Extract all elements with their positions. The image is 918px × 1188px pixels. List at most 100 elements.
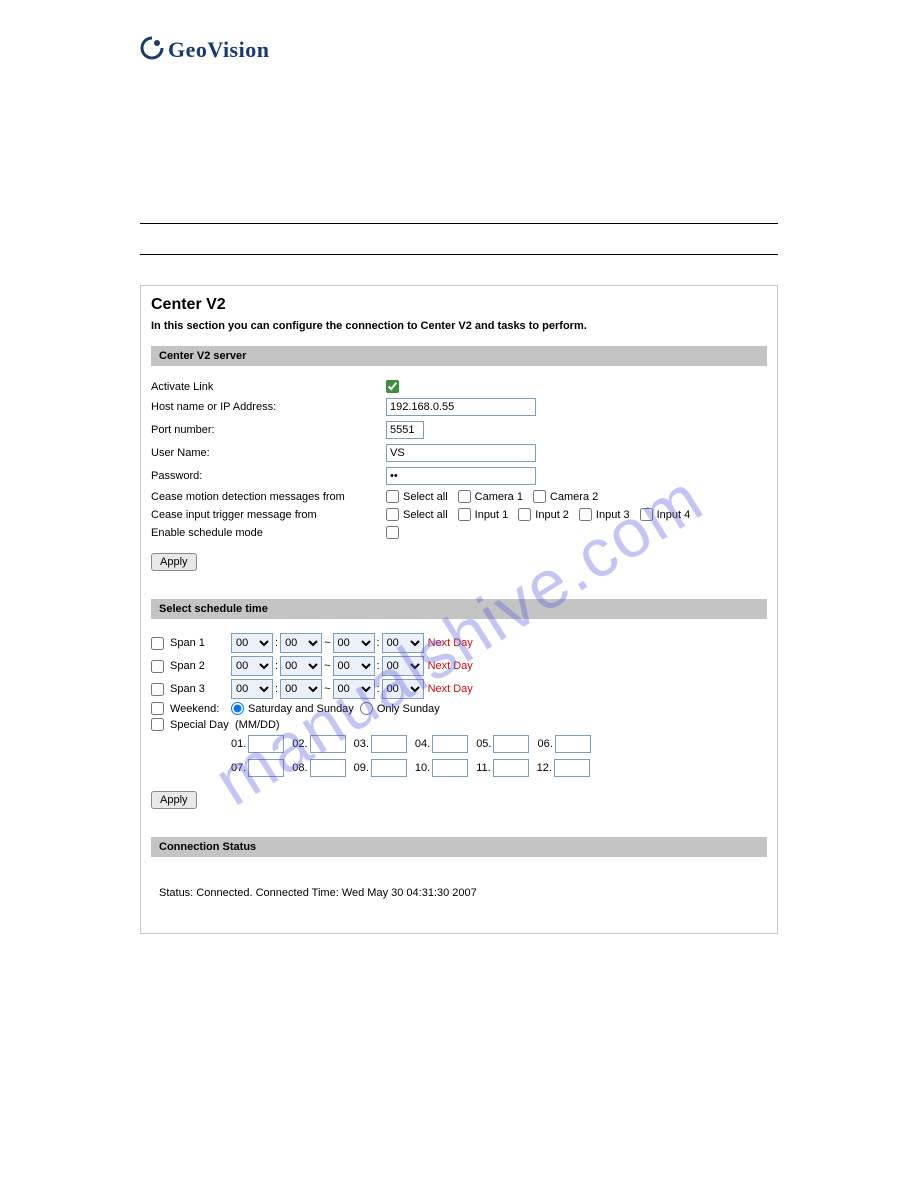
sep-tilde: ~ — [324, 660, 330, 672]
weekend-satsun-radio[interactable] — [231, 702, 244, 715]
span-hour-from-select[interactable]: 00 — [231, 656, 273, 676]
special-day-num: 05. — [476, 738, 491, 750]
span-min-from-select[interactable]: 00 — [280, 633, 322, 653]
port-input[interactable] — [386, 421, 424, 439]
special-day-input[interactable] — [554, 759, 590, 777]
special-day-num: 02. — [292, 738, 307, 750]
special-day-input[interactable] — [493, 759, 529, 777]
span-label: Span 3 — [170, 683, 205, 695]
section-header-status: Connection Status — [151, 837, 767, 857]
weekend-label: Weekend: — [170, 703, 219, 715]
span-min-from-select[interactable]: 00 — [280, 656, 322, 676]
brand-name: GeoVision — [168, 37, 269, 63]
cease-input-opt-label: Input 2 — [535, 509, 569, 521]
username-input[interactable] — [386, 444, 536, 462]
panel-title: Center V2 — [151, 296, 767, 314]
special-day-num: 06. — [537, 738, 552, 750]
special-day-label: Special Day — [170, 719, 229, 731]
cease-input-opt-label: Input 4 — [657, 509, 691, 521]
cease-input-options: Select all Input 1 Input 2 Input 3 Input… — [386, 508, 767, 521]
special-day-cell: 10. — [415, 759, 468, 777]
divider — [140, 254, 778, 255]
cease-motion-cam2-checkbox[interactable] — [533, 490, 546, 503]
span-hour-to-select[interactable]: 00 — [333, 633, 375, 653]
cease-input-opt-label: Input 3 — [596, 509, 630, 521]
special-day-cell: 05. — [476, 735, 529, 753]
weekend-checkbox[interactable] — [151, 702, 164, 715]
next-day-label: Next Day — [428, 637, 473, 649]
special-day-checkbox[interactable] — [151, 718, 164, 731]
schedule-span-row: Span 200:00~00:00Next Day — [151, 656, 767, 676]
apply-server-button[interactable]: Apply — [151, 553, 197, 571]
special-day-cell: 12. — [537, 759, 590, 777]
span-min-to-select[interactable]: 00 — [382, 679, 424, 699]
brand-logo: GeoVision — [140, 36, 778, 63]
special-day-cell: 09. — [354, 759, 407, 777]
span-min-to-select[interactable]: 00 — [382, 656, 424, 676]
cease-motion-cam1-checkbox[interactable] — [458, 490, 471, 503]
sep-colon: : — [377, 683, 380, 695]
special-day-num: 11. — [476, 762, 490, 774]
mmdd-hint: (MM/DD) — [235, 719, 280, 731]
span-hour-from-select[interactable]: 00 — [231, 633, 273, 653]
weekend-opt-label: Only Sunday — [377, 703, 440, 715]
cease-motion-opt-label: Select all — [403, 491, 448, 503]
special-day-input[interactable] — [432, 735, 468, 753]
cease-input-3-checkbox[interactable] — [579, 508, 592, 521]
activate-link-checkbox[interactable] — [386, 380, 399, 393]
cease-input-selectall-checkbox[interactable] — [386, 508, 399, 521]
span-checkbox[interactable] — [151, 637, 164, 650]
host-input[interactable] — [386, 398, 536, 416]
special-day-input[interactable] — [310, 735, 346, 753]
special-day-input[interactable] — [248, 759, 284, 777]
next-day-label: Next Day — [428, 683, 473, 695]
span-hour-to-select[interactable]: 00 — [333, 679, 375, 699]
next-day-label: Next Day — [428, 660, 473, 672]
special-day-input[interactable] — [371, 735, 407, 753]
special-day-cell: 06. — [537, 735, 590, 753]
span-checkbox[interactable] — [151, 660, 164, 673]
span-hour-to-select[interactable]: 00 — [333, 656, 375, 676]
panel-subtitle: In this section you can configure the co… — [151, 320, 767, 332]
cease-motion-opt-label: Camera 2 — [550, 491, 598, 503]
special-day-cell: 08. — [292, 759, 345, 777]
special-day-input[interactable] — [248, 735, 284, 753]
cease-input-opt-label: Input 1 — [475, 509, 509, 521]
special-day-input[interactable] — [432, 759, 468, 777]
cease-input-2-checkbox[interactable] — [518, 508, 531, 521]
sep-tilde: ~ — [324, 637, 330, 649]
cease-input-1-checkbox[interactable] — [458, 508, 471, 521]
span-min-to-select[interactable]: 00 — [382, 633, 424, 653]
sep-colon: : — [275, 683, 278, 695]
section-header-schedule: Select schedule time — [151, 599, 767, 619]
password-label: Password: — [151, 470, 386, 482]
logo-icon — [140, 36, 164, 63]
span-hour-from-select[interactable]: 00 — [231, 679, 273, 699]
special-day-num: 10. — [415, 762, 430, 774]
special-day-cell: 02. — [292, 735, 345, 753]
special-day-num: 07. — [231, 762, 246, 774]
weekend-onlysun-radio[interactable] — [360, 702, 373, 715]
special-day-num: 08. — [292, 762, 307, 774]
weekend-opt-label: Saturday and Sunday — [248, 703, 354, 715]
apply-schedule-button[interactable]: Apply — [151, 791, 197, 809]
special-day-input[interactable] — [310, 759, 346, 777]
span-checkbox[interactable] — [151, 683, 164, 696]
special-day-num: 01. — [231, 738, 246, 750]
special-day-input[interactable] — [371, 759, 407, 777]
special-day-cell: 07. — [231, 759, 284, 777]
cease-motion-label: Cease motion detection messages from — [151, 491, 386, 503]
schedule-mode-checkbox[interactable] — [386, 526, 399, 539]
special-day-input[interactable] — [555, 735, 591, 753]
special-day-num: 03. — [354, 738, 369, 750]
cease-input-4-checkbox[interactable] — [640, 508, 653, 521]
port-label: Port number: — [151, 424, 386, 436]
password-input[interactable] — [386, 467, 536, 485]
span-min-from-select[interactable]: 00 — [280, 679, 322, 699]
special-day-num: 12. — [537, 762, 552, 774]
special-day-num: 04. — [415, 738, 430, 750]
special-day-cell: 01. — [231, 735, 284, 753]
cease-motion-options: Select all Camera 1 Camera 2 — [386, 490, 767, 503]
special-day-input[interactable] — [493, 735, 529, 753]
cease-motion-selectall-checkbox[interactable] — [386, 490, 399, 503]
